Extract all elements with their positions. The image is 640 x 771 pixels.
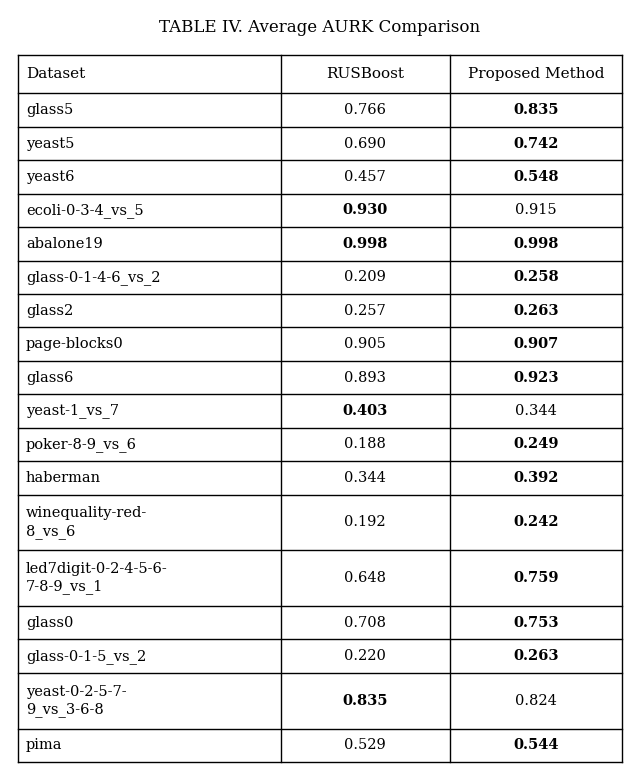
- Text: 0.344: 0.344: [515, 404, 557, 418]
- Text: 0.835: 0.835: [342, 694, 388, 708]
- Text: 0.759: 0.759: [513, 571, 559, 585]
- Text: 0.824: 0.824: [515, 694, 557, 708]
- Text: 0.344: 0.344: [344, 471, 386, 485]
- Text: 0.257: 0.257: [344, 304, 386, 318]
- Text: glass5: glass5: [26, 103, 73, 117]
- Text: 0.923: 0.923: [513, 371, 559, 385]
- Text: Proposed Method: Proposed Method: [468, 67, 604, 81]
- Text: 0.263: 0.263: [513, 649, 559, 663]
- Text: RUSBoost: RUSBoost: [326, 67, 404, 81]
- Text: yeast-1_vs_7: yeast-1_vs_7: [26, 403, 119, 419]
- Text: 0.915: 0.915: [515, 204, 557, 217]
- Text: page-blocks0: page-blocks0: [26, 337, 124, 351]
- Text: pima: pima: [26, 739, 63, 752]
- Text: 0.930: 0.930: [342, 204, 388, 217]
- Text: yeast6: yeast6: [26, 170, 74, 184]
- Text: poker-8-9_vs_6: poker-8-9_vs_6: [26, 437, 137, 452]
- Text: 0.403: 0.403: [342, 404, 388, 418]
- Text: 0.188: 0.188: [344, 437, 386, 452]
- Text: 0.905: 0.905: [344, 337, 386, 351]
- Text: haberman: haberman: [26, 471, 101, 485]
- Text: yeast-0-2-5-7-
9_vs_3-6-8: yeast-0-2-5-7- 9_vs_3-6-8: [26, 685, 127, 717]
- Text: abalone19: abalone19: [26, 237, 103, 251]
- Text: 0.263: 0.263: [513, 304, 559, 318]
- Text: 0.690: 0.690: [344, 136, 387, 150]
- Text: winequality-red-
8_vs_6: winequality-red- 8_vs_6: [26, 507, 147, 538]
- Text: 0.708: 0.708: [344, 616, 387, 630]
- Text: 0.893: 0.893: [344, 371, 387, 385]
- Text: TABLE IV. Average AURK Comparison: TABLE IV. Average AURK Comparison: [159, 19, 481, 36]
- Text: 0.753: 0.753: [513, 616, 559, 630]
- Text: yeast5: yeast5: [26, 136, 74, 150]
- Text: 0.544: 0.544: [513, 739, 559, 752]
- Text: 0.742: 0.742: [513, 136, 559, 150]
- Text: 0.258: 0.258: [513, 271, 559, 284]
- Text: glass-0-1-4-6_vs_2: glass-0-1-4-6_vs_2: [26, 270, 161, 284]
- Text: 0.648: 0.648: [344, 571, 387, 585]
- Text: glass0: glass0: [26, 616, 74, 630]
- Text: 0.907: 0.907: [513, 337, 559, 351]
- Text: 0.220: 0.220: [344, 649, 386, 663]
- Text: 0.242: 0.242: [513, 516, 559, 530]
- Text: 0.392: 0.392: [513, 471, 559, 485]
- Text: glass2: glass2: [26, 304, 73, 318]
- Text: 0.249: 0.249: [513, 437, 559, 452]
- Text: 0.548: 0.548: [513, 170, 559, 184]
- Text: glass-0-1-5_vs_2: glass-0-1-5_vs_2: [26, 648, 147, 664]
- Text: led7digit-0-2-4-5-6-
7-8-9_vs_1: led7digit-0-2-4-5-6- 7-8-9_vs_1: [26, 562, 168, 594]
- Text: 0.998: 0.998: [513, 237, 559, 251]
- Text: Dataset: Dataset: [26, 67, 85, 81]
- Text: 0.835: 0.835: [513, 103, 559, 117]
- Text: 0.457: 0.457: [344, 170, 386, 184]
- Text: ecoli-0-3-4_vs_5: ecoli-0-3-4_vs_5: [26, 203, 143, 218]
- Text: 0.192: 0.192: [344, 516, 386, 530]
- Text: 0.766: 0.766: [344, 103, 387, 117]
- Text: 0.209: 0.209: [344, 271, 386, 284]
- Text: glass6: glass6: [26, 371, 74, 385]
- Text: 0.998: 0.998: [342, 237, 388, 251]
- Text: 0.529: 0.529: [344, 739, 386, 752]
